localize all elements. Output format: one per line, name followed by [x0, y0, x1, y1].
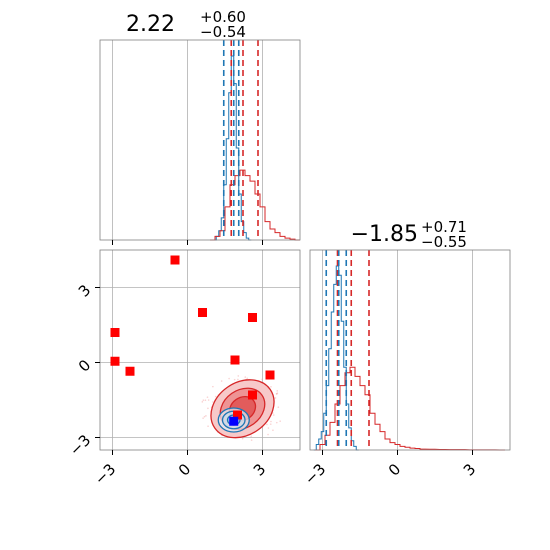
bl-ytick-label-2: 3 — [75, 281, 94, 300]
bl-red-marker-6 — [248, 313, 257, 322]
bl-sample-point-14 — [214, 395, 217, 398]
bl-sample-point-126 — [272, 429, 274, 431]
bl-xtick-label-0: −3 — [91, 460, 119, 488]
bl-sample-point-127 — [212, 385, 214, 388]
bl-sample-point-79 — [203, 415, 206, 418]
bl-xtick-label-1: 0 — [175, 460, 194, 479]
bl-sample-point-16 — [261, 378, 263, 381]
bl-ytick-label-1: 0 — [75, 356, 94, 375]
bottom-right-histogram-panel: −3 0 3 — [301, 249, 511, 488]
bl-sample-point-93 — [241, 437, 244, 440]
bl-sample-point-47 — [276, 390, 279, 392]
bl-sample-point-134 — [270, 420, 272, 423]
bl-sample-point-71 — [220, 380, 223, 382]
br-xtick-label-1: 0 — [385, 460, 404, 479]
bl-sample-point-22 — [244, 376, 247, 378]
top-left-title-sup: +0.60 — [200, 8, 246, 26]
bl-red-marker-0 — [110, 328, 120, 337]
bl-sample-point-36 — [237, 378, 239, 381]
bl-sample-point-74 — [275, 393, 278, 395]
tl-hist-series-0 — [213, 55, 252, 241]
bl-red-marker-8 — [248, 390, 257, 400]
bl-sample-point-95 — [267, 427, 270, 429]
br-xtick-label-2: 3 — [460, 460, 479, 479]
bl-sample-point-58 — [205, 415, 207, 417]
bl-sample-point-11 — [279, 420, 281, 422]
bl-sample-point-70 — [207, 399, 210, 401]
bottom-right-title-value: −1.85 — [351, 222, 418, 247]
tl-frame — [99, 39, 301, 241]
bottom-right-title-sub: −0.55 — [421, 233, 467, 251]
bl-sample-point-48 — [204, 399, 207, 401]
bl-sample-point-83 — [269, 423, 272, 425]
tl-hist-series-1 — [210, 169, 300, 241]
bl-sample-point-110 — [266, 423, 268, 426]
bl-sample-point-115 — [274, 397, 277, 399]
bl-red-marker-5 — [230, 355, 240, 365]
top-left-histogram-panel — [99, 39, 301, 245]
bl-sample-point-138 — [272, 414, 275, 416]
top-left-title-sub: −0.54 — [200, 23, 246, 41]
bl-blue-marker — [229, 416, 239, 426]
bl-ytick-label-0: −3 — [66, 431, 94, 459]
bottom-right-title-sup: +0.71 — [421, 218, 467, 236]
bl-sample-point-37 — [267, 433, 269, 436]
bl-red-marker-7 — [265, 370, 275, 380]
bl-red-marker-4 — [198, 308, 207, 317]
bl-sample-point-81 — [270, 386, 272, 388]
bl-sample-point-69 — [277, 406, 280, 408]
bl-red-marker-9 — [233, 410, 242, 420]
bl-sample-point-88 — [202, 417, 204, 419]
bl-red-marker-1 — [110, 356, 120, 366]
bottom-left-scatter-panel: −3 0 3 −3 0 3 — [66, 249, 301, 488]
bl-sample-point-87 — [250, 439, 253, 441]
bl-sample-point-86 — [207, 407, 209, 410]
top-left-title-value: 2.22 — [126, 12, 175, 37]
bl-sample-point-97 — [201, 401, 204, 403]
bl-sample-point-55 — [246, 377, 249, 380]
bl-xtick-label-2: 3 — [250, 460, 269, 479]
br-frame — [309, 249, 511, 451]
bl-sample-point-135 — [250, 435, 252, 438]
bl-sample-point-32 — [206, 396, 209, 398]
bl-red-marker-3 — [170, 255, 180, 265]
bl-sample-point-106 — [228, 377, 230, 380]
br-hist-series-1 — [315, 366, 505, 451]
bl-sample-point-38 — [275, 421, 278, 424]
bl-frame — [99, 249, 301, 451]
bl-red-marker-2 — [125, 366, 135, 376]
bl-sample-point-5 — [233, 378, 236, 381]
bl-sample-point-44 — [237, 375, 240, 377]
bl-sample-point-84 — [202, 399, 205, 401]
bl-sample-point-116 — [212, 401, 214, 403]
br-xtick-label-0: −3 — [301, 460, 329, 488]
bl-sample-point-131 — [207, 425, 209, 428]
